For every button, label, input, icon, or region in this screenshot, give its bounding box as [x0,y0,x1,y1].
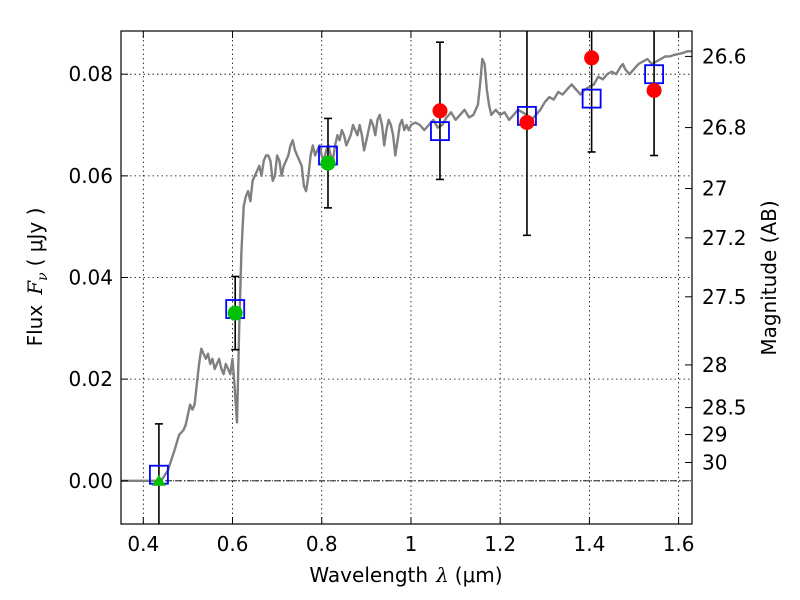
model-spectrum-line [121,50,692,482]
observed-flux-point [320,155,336,171]
observed-flux-point [646,82,662,98]
y-tick-label: 0.04 [68,266,113,290]
observed-flux-point [584,50,600,66]
y-tick-label: 0.08 [68,62,113,86]
observed-photometry-points [151,50,662,486]
x-tick-label: 1.2 [484,532,516,556]
y-tick-labels: 0.00 0.02 0.04 0.06 0.08 [68,62,113,493]
upper-limit-marker [151,474,166,486]
magnitude-tick-label: 27.5 [702,285,747,309]
x-tick-label: 1.4 [573,532,605,556]
grid-lines [121,31,692,524]
x-tick-labels: 0.4 0.6 0.8 1 1.2 1.4 1.6 [127,532,694,556]
magnitude-tick-label: 26.6 [702,44,747,68]
y-tick-label: 0.00 [68,469,113,493]
magnitude-tick-label: 30 [702,451,727,475]
magnitude-tick-label: 27.2 [702,226,747,250]
magnitude-tick-label: 29 [702,423,727,447]
x-tick-label: 0.8 [306,532,338,556]
x-tick-label: 1 [405,532,418,556]
axis-ticks [121,31,692,524]
magnitude-tick-label: 28 [702,353,727,377]
magnitude-tick-labels: 26.6 26.8 27 27.2 27.5 28 28.5 29 30 [702,44,747,474]
magnitude-tick-label: 28.5 [702,396,747,420]
x-tick-label: 0.4 [127,532,159,556]
magnitude-axis-title: Magnitude (AB) [757,200,781,355]
observed-flux-point [227,305,243,321]
magnitude-tick-label: 27 [702,177,727,201]
observed-flux-point [432,103,448,119]
x-tick-label: 0.6 [217,532,249,556]
model-photometry-box [581,88,602,109]
y-tick-label: 0.06 [68,164,113,188]
y-axis-title: FluxFν( μJy ) [23,208,51,347]
observed-flux-point [519,114,535,130]
x-axis-title: Wavelength λ (μm) [309,563,502,587]
y-tick-label: 0.02 [68,367,113,391]
model-photometry-box [430,121,450,142]
magnitude-tick-label: 26.8 [702,116,747,140]
x-tick-label: 1.6 [663,532,695,556]
